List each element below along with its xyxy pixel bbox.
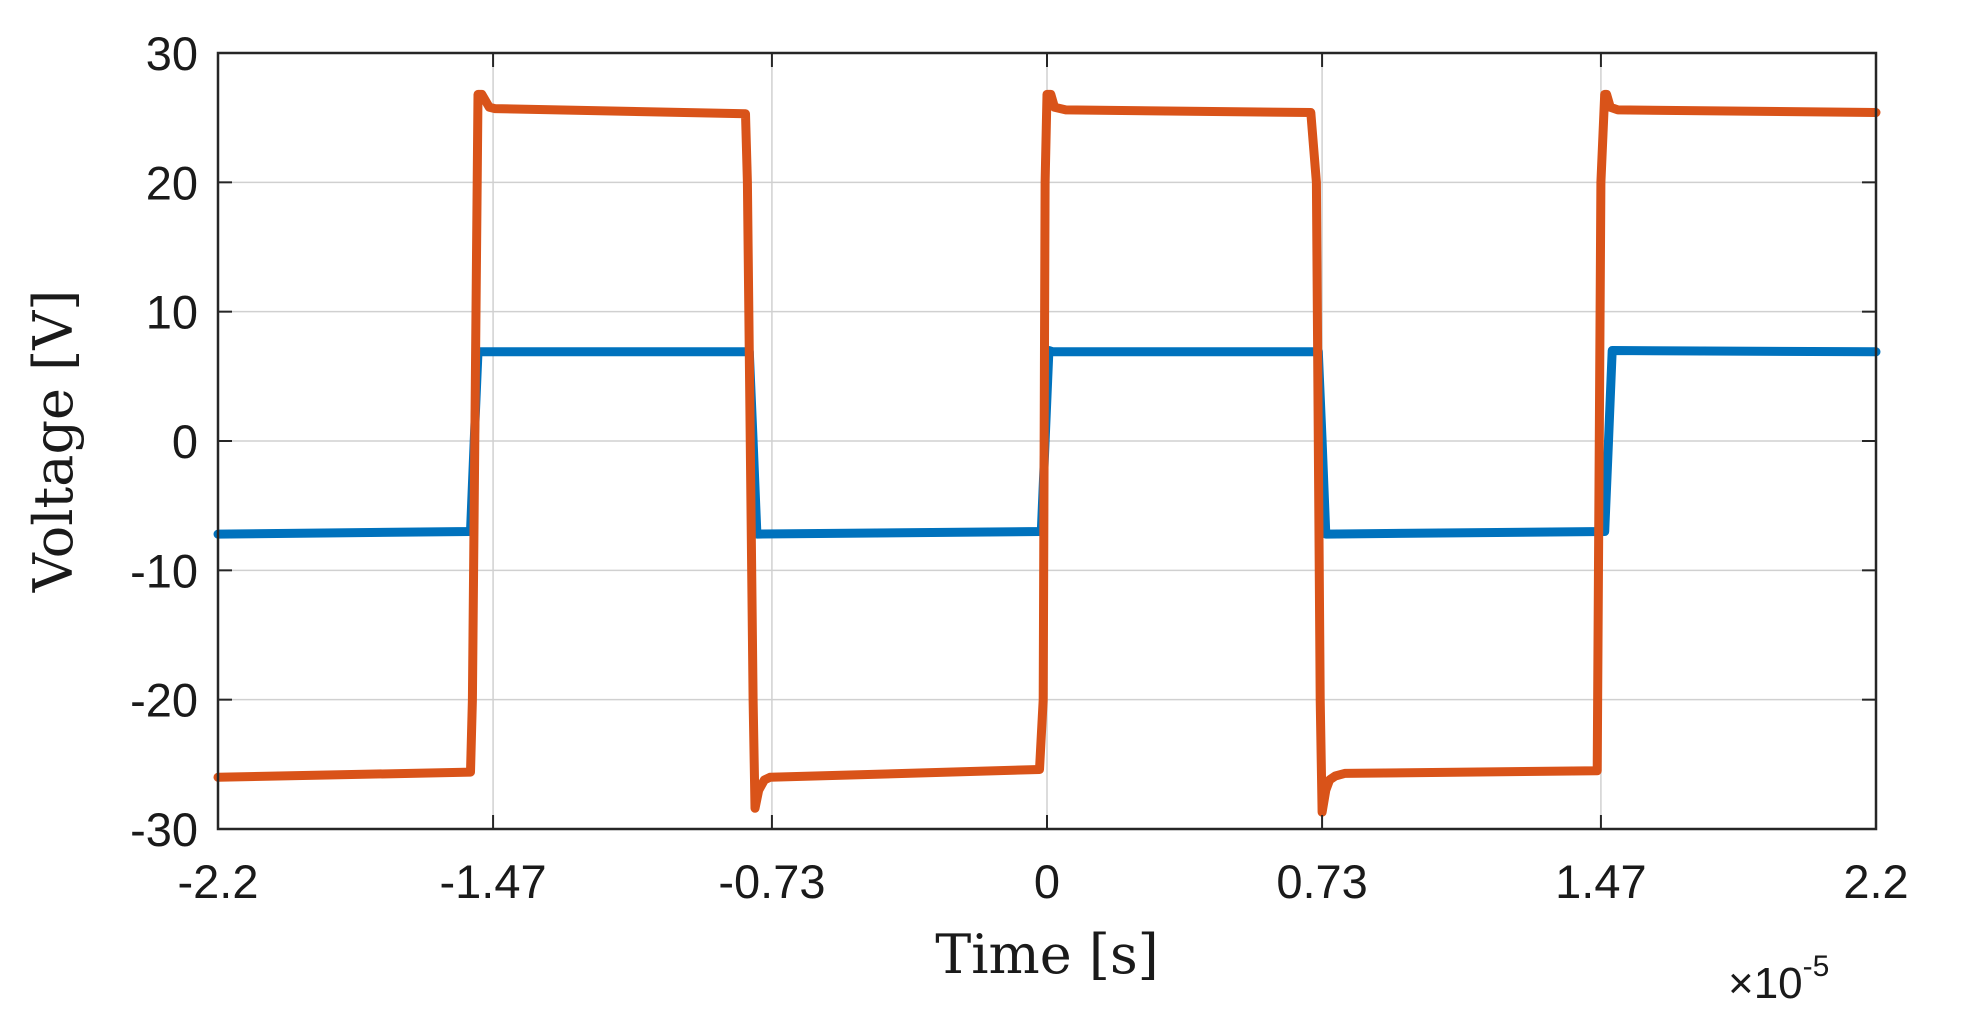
x-tick-label: 2.2 — [1843, 855, 1908, 908]
series-group — [213, 89, 1881, 817]
y-tick-label: -30 — [130, 803, 198, 856]
y-tick-label: 30 — [146, 27, 198, 80]
x-axis-title: Time [s] — [935, 923, 1158, 986]
x-tick-label: 1.47 — [1555, 855, 1646, 908]
y-axis-ticks: 30 20 10 0 -10 -20 -30 — [130, 27, 1876, 856]
y-tick-label: 20 — [146, 156, 198, 209]
y-tick-label: 0 — [172, 415, 198, 468]
x-tick-label: -2.2 — [178, 855, 259, 908]
x-exponent-power: -5 — [1803, 950, 1830, 983]
x-tick-label: -1.47 — [440, 855, 547, 908]
x-exponent-base: ×10 — [1728, 959, 1803, 1008]
y-tick-label: -20 — [130, 674, 198, 727]
x-axis-ticks: -2.2 -1.47 -0.73 0 0.73 1.47 2.2 — [178, 53, 1909, 908]
y-axis-title: Voltage [V] — [22, 290, 85, 594]
x-axis-exponent: ×10-5 — [1728, 950, 1829, 1008]
x-tick-label: -0.73 — [718, 855, 825, 908]
series-line-2 — [213, 89, 1881, 817]
y-tick-label: 10 — [146, 286, 198, 339]
x-tick-label: 0.73 — [1276, 855, 1367, 908]
x-tick-label: 0 — [1034, 855, 1060, 908]
y-tick-label: -10 — [130, 544, 198, 597]
